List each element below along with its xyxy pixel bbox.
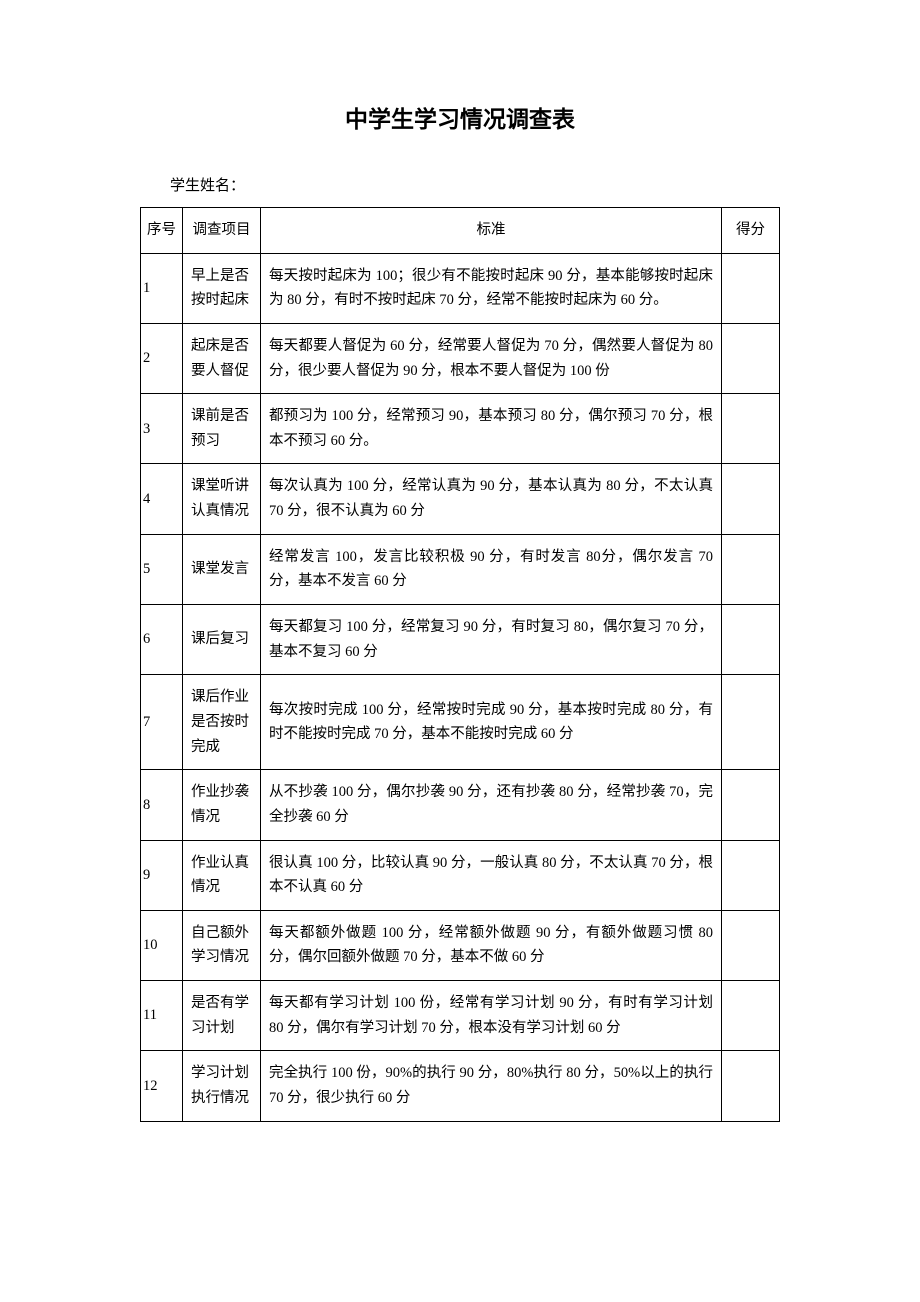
table-row: 10自己额外学习情况每天都额外做题 100 分，经常额外做题 90 分，有额外做…: [141, 910, 780, 980]
row-standard: 每天都有学习计划 100 份，经常有学习计划 90 分，有时有学习计划 80 分…: [261, 981, 722, 1051]
row-item: 学习计划执行情况: [183, 1051, 261, 1121]
table-row: 12学习计划执行情况完全执行 100 份，90%的执行 90 分，80%执行 8…: [141, 1051, 780, 1121]
table-row: 5课堂发言经常发言 100，发言比较积极 90 分，有时发言 80分，偶尔发言 …: [141, 534, 780, 604]
row-standard: 每天都额外做题 100 分，经常额外做题 90 分，有额外做题习惯 80 分，偶…: [261, 910, 722, 980]
survey-table: 序号 调查项目 标准 得分 1早上是否按时起床每天按时起床为 100；很少有不能…: [140, 207, 780, 1122]
row-number: 1: [141, 253, 183, 323]
row-item: 起床是否要人督促: [183, 323, 261, 393]
row-standard: 每天都要人督促为 60 分，经常要人督促为 70 分，偶然要人督促为 80 分，…: [261, 323, 722, 393]
row-score: [722, 675, 780, 770]
document-title: 中学生学习情况调查表: [140, 100, 780, 134]
row-standard: 每次按时完成 100 分，经常按时完成 90 分，基本按时完成 80 分，有时不…: [261, 675, 722, 770]
row-standard: 每天都复习 100 分，经常复习 90 分，有时复习 80，偶尔复习 70 分，…: [261, 605, 722, 675]
row-score: [722, 981, 780, 1051]
row-standard: 每次认真为 100 分，经常认真为 90 分，基本认真为 80 分，不太认真 7…: [261, 464, 722, 534]
row-number: 11: [141, 981, 183, 1051]
table-row: 1早上是否按时起床每天按时起床为 100；很少有不能按时起床 90 分，基本能够…: [141, 253, 780, 323]
table-row: 11是否有学习计划每天都有学习计划 100 份，经常有学习计划 90 分，有时有…: [141, 981, 780, 1051]
row-score: [722, 534, 780, 604]
table-row: 9作业认真情况很认真 100 分，比较认真 90 分，一般认真 80 分，不太认…: [141, 840, 780, 910]
table-row: 6课后复习每天都复习 100 分，经常复习 90 分，有时复习 80，偶尔复习 …: [141, 605, 780, 675]
row-number: 8: [141, 770, 183, 840]
table-header-row: 序号 调查项目 标准 得分: [141, 208, 780, 254]
row-score: [722, 253, 780, 323]
header-standard: 标准: [261, 208, 722, 254]
row-number: 2: [141, 323, 183, 393]
header-score: 得分: [722, 208, 780, 254]
student-name-label: 学生姓名：: [140, 174, 780, 195]
row-item: 课前是否预习: [183, 394, 261, 464]
row-standard: 每天按时起床为 100；很少有不能按时起床 90 分，基本能够按时起床为 80 …: [261, 253, 722, 323]
table-body: 1早上是否按时起床每天按时起床为 100；很少有不能按时起床 90 分，基本能够…: [141, 253, 780, 1121]
header-number: 序号: [141, 208, 183, 254]
table-row: 2起床是否要人督促每天都要人督促为 60 分，经常要人督促为 70 分，偶然要人…: [141, 323, 780, 393]
row-standard: 经常发言 100，发言比较积极 90 分，有时发言 80分，偶尔发言 70 分，…: [261, 534, 722, 604]
row-standard: 都预习为 100 分，经常预习 90，基本预习 80 分，偶尔预习 70 分，根…: [261, 394, 722, 464]
row-standard: 从不抄袭 100 分，偶尔抄袭 90 分，还有抄袭 80 分，经常抄袭 70，完…: [261, 770, 722, 840]
row-item: 作业抄袭情况: [183, 770, 261, 840]
row-score: [722, 323, 780, 393]
row-score: [722, 605, 780, 675]
row-number: 9: [141, 840, 183, 910]
row-item: 课后作业是否按时完成: [183, 675, 261, 770]
row-item: 课堂发言: [183, 534, 261, 604]
row-item: 是否有学习计划: [183, 981, 261, 1051]
row-item: 早上是否按时起床: [183, 253, 261, 323]
row-score: [722, 464, 780, 534]
row-number: 7: [141, 675, 183, 770]
row-number: 10: [141, 910, 183, 980]
row-standard: 完全执行 100 份，90%的执行 90 分，80%执行 80 分，50%以上的…: [261, 1051, 722, 1121]
row-score: [722, 1051, 780, 1121]
row-item: 课后复习: [183, 605, 261, 675]
table-row: 7课后作业是否按时完成每次按时完成 100 分，经常按时完成 90 分，基本按时…: [141, 675, 780, 770]
row-number: 12: [141, 1051, 183, 1121]
row-item: 课堂听讲认真情况: [183, 464, 261, 534]
row-number: 5: [141, 534, 183, 604]
row-standard: 很认真 100 分，比较认真 90 分，一般认真 80 分，不太认真 70 分，…: [261, 840, 722, 910]
row-score: [722, 910, 780, 980]
table-row: 4课堂听讲认真情况每次认真为 100 分，经常认真为 90 分，基本认真为 80…: [141, 464, 780, 534]
table-row: 3课前是否预习都预习为 100 分，经常预习 90，基本预习 80 分，偶尔预习…: [141, 394, 780, 464]
row-number: 3: [141, 394, 183, 464]
row-item: 作业认真情况: [183, 840, 261, 910]
row-number: 6: [141, 605, 183, 675]
header-item: 调查项目: [183, 208, 261, 254]
row-item: 自己额外学习情况: [183, 910, 261, 980]
row-score: [722, 394, 780, 464]
row-number: 4: [141, 464, 183, 534]
row-score: [722, 840, 780, 910]
row-score: [722, 770, 780, 840]
table-row: 8作业抄袭情况从不抄袭 100 分，偶尔抄袭 90 分，还有抄袭 80 分，经常…: [141, 770, 780, 840]
